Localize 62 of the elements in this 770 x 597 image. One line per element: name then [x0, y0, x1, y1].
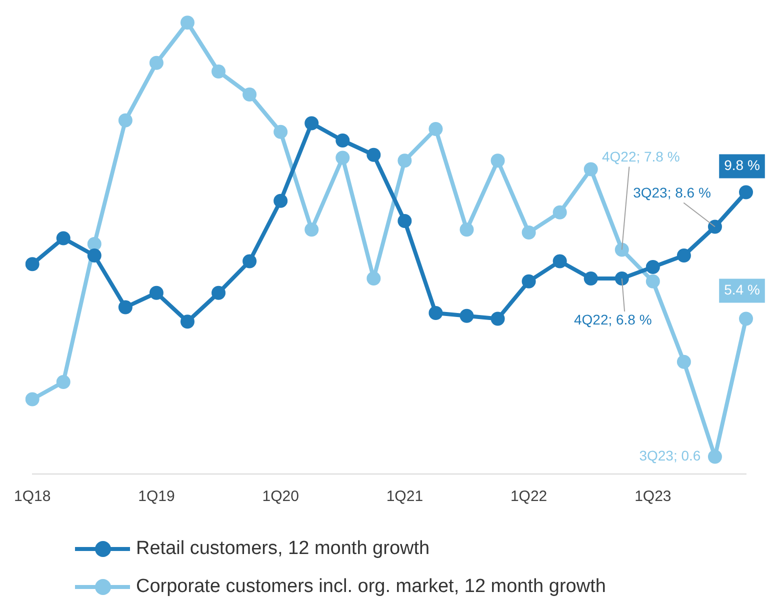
- point: [212, 286, 226, 300]
- point: [149, 56, 164, 70]
- point: [118, 113, 132, 128]
- legend-label: Corporate customers incl. org. market, 12 month growth: [136, 576, 606, 597]
- point: [739, 185, 753, 200]
- point: [676, 354, 691, 369]
- point: [87, 248, 102, 262]
- point: [522, 226, 536, 240]
- point: [180, 314, 194, 329]
- x-tick-label: 1Q23: [634, 488, 672, 506]
- x-tick-label: 1Q18: [14, 488, 51, 506]
- data-label: 9.8 %: [724, 157, 760, 174]
- point: [149, 286, 164, 300]
- point: [336, 134, 350, 148]
- point: [584, 162, 598, 176]
- point: [242, 254, 257, 268]
- point: [118, 300, 132, 314]
- point: [460, 222, 474, 237]
- point: [646, 274, 660, 288]
- point: [428, 122, 443, 136]
- point: [708, 450, 722, 464]
- point: [180, 16, 194, 30]
- point: [398, 154, 412, 168]
- x-tick-label: 1Q20: [262, 488, 299, 506]
- point: [25, 257, 40, 272]
- point: [366, 148, 381, 162]
- x-tick-label: 1Q21: [386, 488, 424, 506]
- point: [25, 392, 40, 406]
- point: [428, 306, 443, 320]
- x-tick-label: 1Q19: [138, 488, 175, 506]
- point: [552, 254, 567, 268]
- point: [676, 248, 691, 262]
- point: [614, 242, 629, 257]
- point: [56, 375, 70, 389]
- data-label: 3Q23; 0.6: [639, 448, 701, 464]
- point: [490, 312, 505, 326]
- point: [398, 214, 412, 228]
- point: [552, 205, 567, 220]
- point: [584, 272, 598, 286]
- point: [336, 150, 350, 165]
- point: [522, 274, 536, 288]
- point: [242, 88, 257, 102]
- point: [56, 231, 70, 246]
- point: [304, 222, 319, 237]
- point: [708, 220, 722, 234]
- point: [212, 64, 226, 78]
- point: [739, 312, 753, 326]
- x-tick-label: 1Q22: [510, 488, 548, 506]
- data-label: 4Q22; 7.8 %: [602, 148, 680, 165]
- point: [87, 237, 102, 251]
- legend-label: Retail customers, 12 month growth: [136, 538, 430, 560]
- point: [460, 308, 474, 323]
- point: [274, 124, 288, 139]
- point: [366, 272, 381, 286]
- point: [304, 116, 319, 130]
- point: [490, 154, 505, 168]
- data-label: 5.4 %: [724, 282, 760, 298]
- data-label: 3Q23; 8.6 %: [633, 184, 711, 201]
- data-label: 4Q22; 6.8 %: [574, 311, 652, 328]
- point: [274, 194, 288, 208]
- point: [614, 272, 629, 286]
- point: [646, 260, 660, 274]
